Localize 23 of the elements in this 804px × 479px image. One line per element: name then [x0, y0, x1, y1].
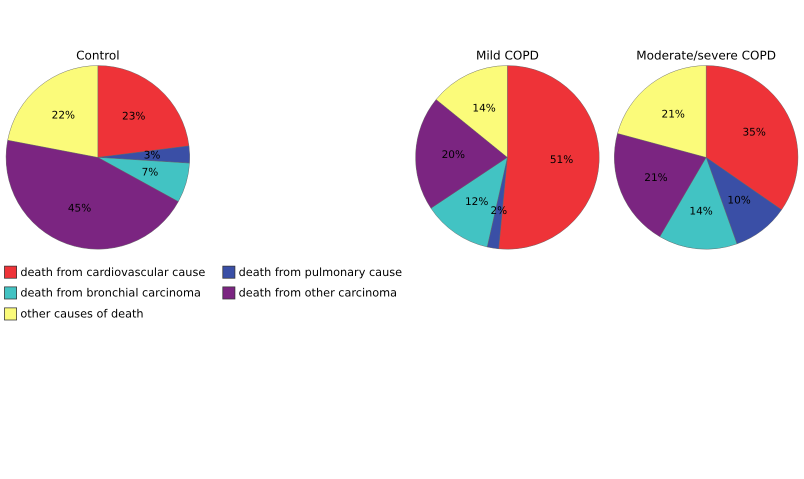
data-label: 14% — [472, 102, 496, 114]
chart-title: Control — [76, 48, 120, 63]
data-label: 12% — [464, 196, 488, 208]
data-label: 23% — [122, 110, 146, 123]
chart-title: Mild COPD — [476, 48, 539, 63]
data-label: 14% — [689, 205, 713, 218]
legend-label: other causes of death — [20, 308, 144, 321]
legend-label: death from other carcinoma — [238, 286, 398, 300]
data-label: 2% — [490, 204, 508, 217]
chart-title: Moderate/severe COPD — [636, 48, 776, 63]
data-label: 7% — [142, 166, 158, 179]
data-label: 21% — [662, 108, 685, 120]
data-label: 22% — [52, 110, 76, 122]
data-label: 20% — [442, 148, 465, 161]
data-label: 10% — [727, 194, 751, 206]
data-label: 21% — [644, 172, 668, 184]
legend-label: death from bronchial carcinoma — [20, 286, 201, 300]
legend-label: death from pulmonary cause — [238, 266, 402, 279]
data-label: 45% — [68, 202, 92, 214]
legend-label: death from cardiovascular cause — [20, 266, 206, 279]
data-label: 35% — [742, 126, 766, 138]
data-label: 51% — [550, 154, 574, 166]
data-label: 3% — [144, 150, 160, 162]
